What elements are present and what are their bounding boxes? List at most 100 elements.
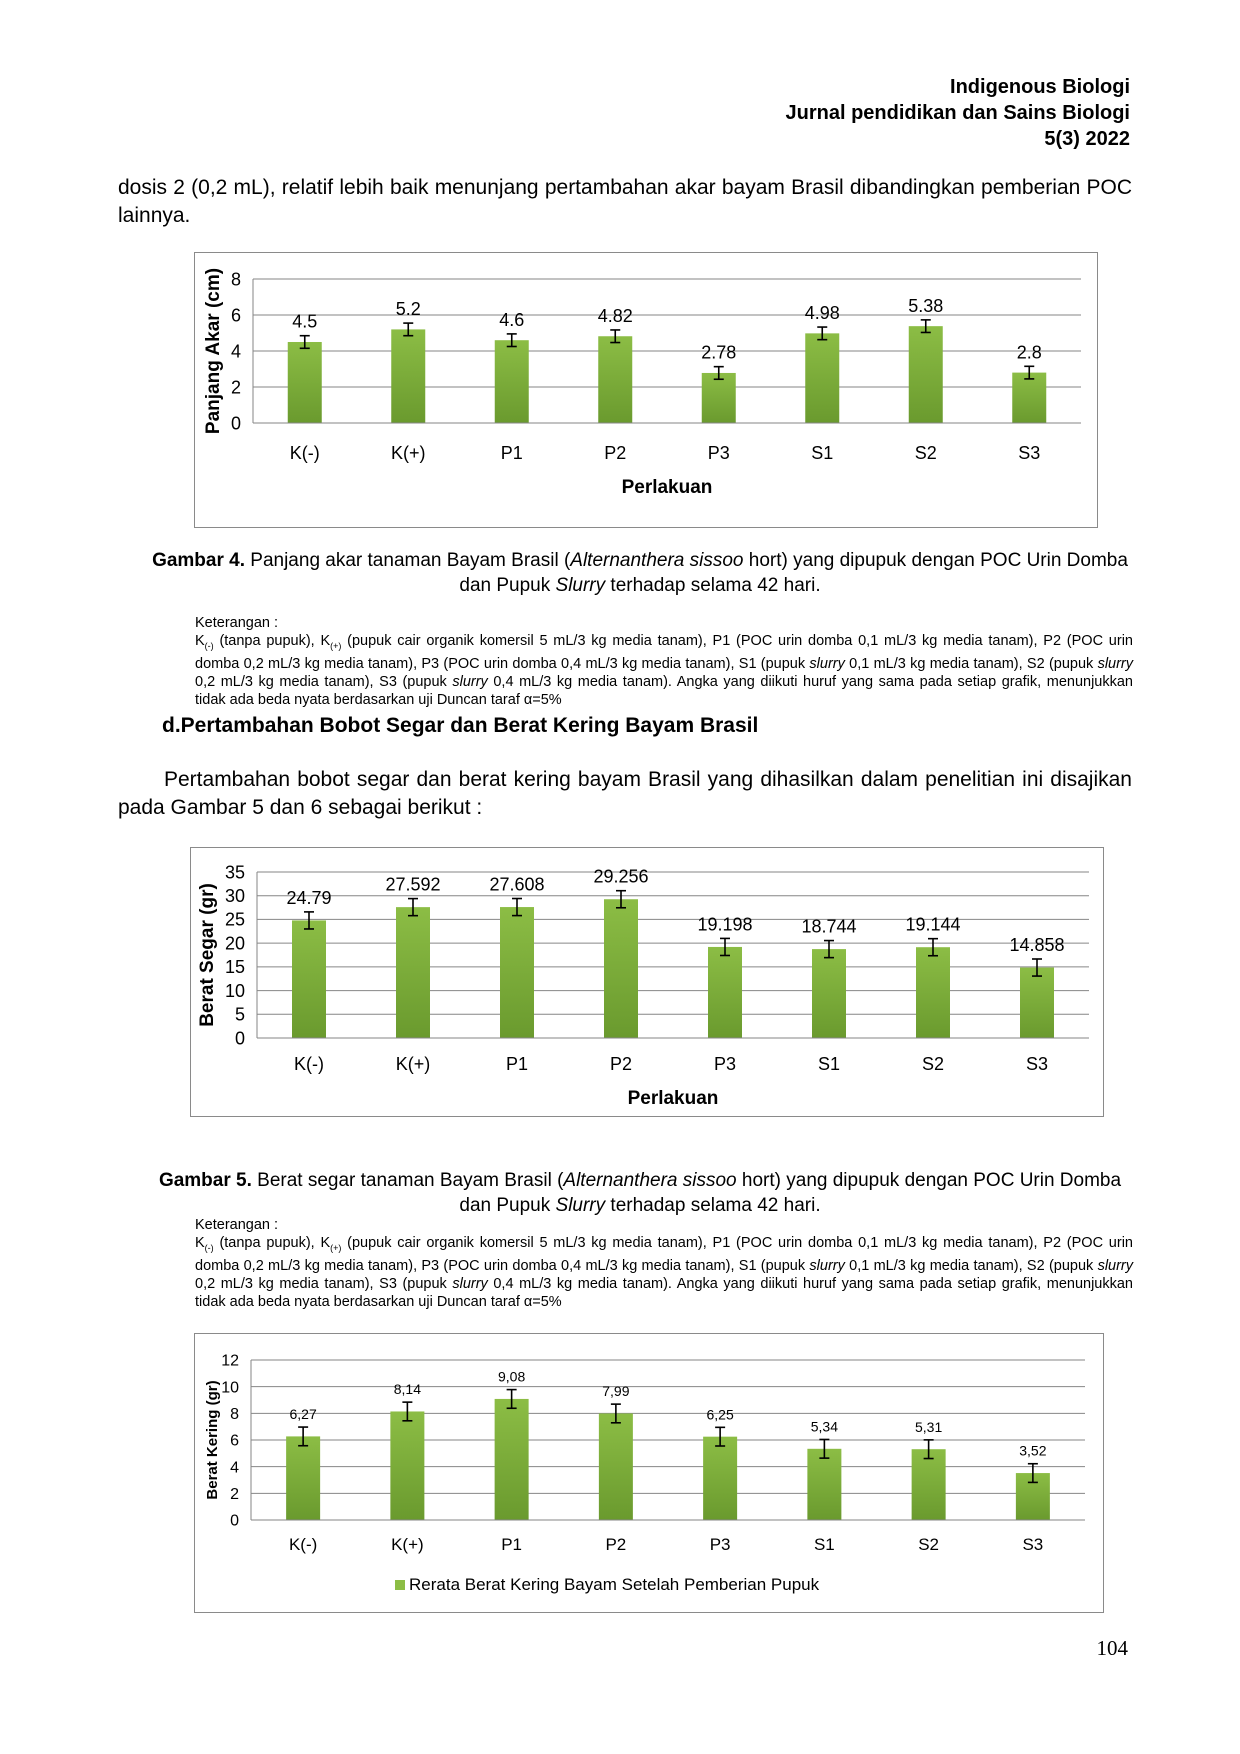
bar	[916, 947, 950, 1038]
error-bar	[402, 1401, 413, 1422]
y-tick-label: 6	[230, 1433, 239, 1450]
y-axis: 0 5 10 15 20 25 30 35	[225, 862, 1089, 1048]
x-tick-label: P2	[605, 1535, 626, 1554]
fresh-weight-chart-svg: 0 5 10 15 20 25 30 35 24.79 K(-) 27.592 K(+) 27.608 P…	[197, 862, 1089, 1109]
figure-5-note: Keterangan : K(-) (tanpa pupuk), K(+) (p…	[195, 1217, 1134, 1310]
data-label: 27.608	[489, 875, 544, 895]
error-bar	[715, 1426, 726, 1447]
figure-5-label: Gambar 5.	[158, 1170, 252, 1191]
error-bar	[1024, 365, 1035, 380]
bar	[286, 1436, 321, 1520]
error-bar	[720, 937, 730, 957]
data-label: 9,08	[498, 1369, 525, 1385]
bar	[908, 326, 943, 423]
x-tick-label: P2	[610, 1054, 632, 1074]
x-axis-title: Perlakuan	[628, 1088, 719, 1109]
x-tick-label: P1	[501, 1535, 522, 1554]
bar	[805, 333, 840, 423]
chart-dry-weight: 0 2 4 6 8 10 12 6,27 K(-) 8,14 K(+) 9,08 P1 7,99 P2 6,2…	[194, 1333, 1104, 1613]
bar	[494, 340, 529, 423]
y-tick-label: 10	[225, 981, 245, 1001]
x-tick-label: S1	[818, 1054, 840, 1074]
journal-subtitle: Jurnal pendidikan dan Sains Biologi	[785, 102, 1131, 124]
y-tick-label: 0	[230, 1513, 239, 1530]
x-tick-label: K(+)	[396, 1054, 431, 1074]
x-tick-label: K(-)	[290, 443, 320, 463]
x-tick-label: S3	[1026, 1054, 1048, 1074]
y-tick-label: 12	[221, 1353, 239, 1370]
x-tick-label: K(+)	[391, 1535, 424, 1554]
data-label: 2.8	[1017, 342, 1042, 362]
data-label: 7,99	[602, 1383, 629, 1399]
bar	[1020, 967, 1054, 1038]
error-bar	[824, 939, 834, 959]
error-bar	[923, 1439, 934, 1460]
y-tick-label: 20	[225, 933, 245, 953]
figure-4-caption: Gambar 4. Panjang akar tanaman Bayam Bra…	[152, 550, 1128, 596]
x-tick-label: S2	[915, 443, 937, 463]
journal-issue: 5(3) 2022	[1044, 128, 1130, 150]
bar	[701, 372, 736, 423]
journal-name: Indigenous Biologi	[950, 76, 1130, 98]
y-axis-title: Panjang Akar (cm)	[203, 268, 224, 434]
y-tick-label: 35	[225, 862, 245, 882]
bar	[807, 1448, 842, 1520]
data-label: 5,34	[811, 1418, 838, 1434]
error-bar	[928, 937, 938, 957]
legend: Rerata Berat Kering Bayam Setelah Pember…	[395, 1575, 820, 1594]
error-bar	[1027, 1462, 1038, 1484]
x-tick-label: P3	[714, 1054, 736, 1074]
x-tick-label: S3	[1022, 1535, 1043, 1554]
figure-5-caption: Gambar 5. Berat segar tanaman Bayam Bras…	[158, 1170, 1122, 1216]
error-bar	[817, 326, 828, 341]
legend-label: Rerata Berat Kering Bayam Setelah Pember…	[409, 1575, 820, 1594]
data-label: 2.78	[701, 343, 736, 363]
bar	[396, 907, 430, 1038]
data-label: 5.2	[396, 299, 421, 319]
bar	[287, 342, 322, 423]
data-label: 29.256	[593, 867, 648, 887]
bar	[708, 946, 742, 1038]
figure-4-label: Gambar 4.	[152, 550, 245, 571]
x-tick-label: S3	[1018, 443, 1040, 463]
bar	[1012, 372, 1047, 423]
y-tick-label: 15	[225, 957, 245, 977]
error-bar	[304, 911, 314, 930]
error-bar	[616, 889, 626, 909]
paragraph-1: dosis 2 (0,2 mL), relatif lebih baik men…	[118, 176, 1132, 227]
error-bar	[819, 1438, 830, 1459]
data-label: 6,27	[290, 1406, 317, 1422]
error-bar	[506, 1388, 517, 1410]
y-axis: 0 2 4 6 8 10 12	[221, 1353, 1085, 1530]
bar	[703, 1436, 738, 1520]
data-label: 6,25	[707, 1406, 734, 1422]
x-tick-label: K(+)	[391, 443, 426, 463]
y-tick-label: 6	[231, 305, 241, 325]
data-label: 3,52	[1019, 1443, 1046, 1459]
journal-header: Indigenous Biologi Jurnal pendidikan dan…	[786, 74, 1131, 152]
error-bar	[403, 322, 414, 337]
bar	[391, 329, 426, 423]
error-bar	[920, 319, 931, 334]
bar	[494, 1398, 529, 1520]
dry-weight-chart-svg: 0 2 4 6 8 10 12 6,27 K(-) 8,14 K(+) 9,08 P1 7,99 P2 6,2…	[204, 1353, 1085, 1594]
x-tick-label: P3	[710, 1535, 731, 1554]
y-tick-label: 4	[230, 1459, 239, 1476]
y-tick-label: 5	[235, 1005, 245, 1025]
x-tick-label: P1	[501, 443, 523, 463]
y-tick-label: 8	[231, 269, 241, 289]
data-label: 4.6	[499, 310, 524, 330]
y-tick-label: 25	[225, 910, 245, 930]
bar	[604, 899, 638, 1038]
y-tick-label: 30	[225, 886, 245, 906]
y-tick-label: 10	[221, 1379, 239, 1396]
x-tick-label: S1	[814, 1535, 835, 1554]
section-heading-d: d.Pertambahan Bobot Segar dan Berat Keri…	[162, 714, 759, 737]
data-label: 8,14	[394, 1381, 421, 1397]
paragraph-2: Pertambahan bobot segar dan berat kering…	[118, 768, 1132, 819]
error-bar	[512, 897, 522, 917]
error-bar	[299, 334, 310, 350]
error-bar	[713, 365, 724, 381]
y-tick-label: 4	[231, 341, 241, 361]
data-label: 19.144	[905, 915, 960, 935]
